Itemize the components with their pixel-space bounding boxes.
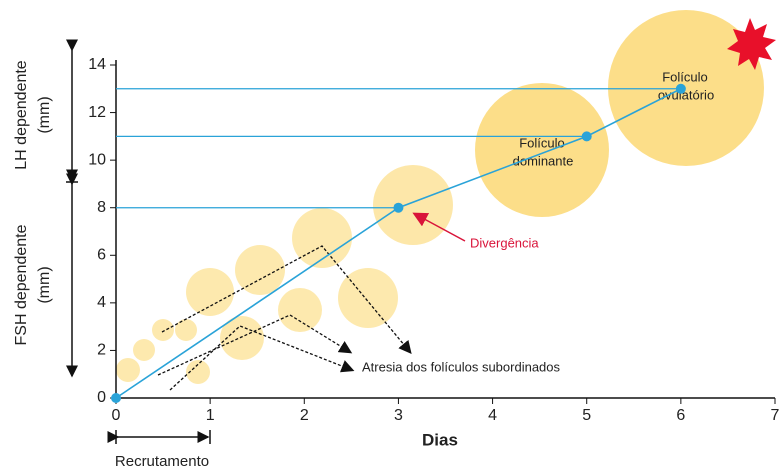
x-tick-label: 3 (394, 407, 403, 424)
x-axis-label: Dias (422, 430, 458, 449)
x-tick-label: 4 (488, 407, 497, 424)
annotation: Folículo (519, 135, 565, 150)
y-tick-label: 4 (97, 294, 106, 311)
y-tick-label: 8 (97, 199, 106, 216)
point (676, 84, 686, 94)
point (393, 203, 403, 213)
y-tick-label: 2 (97, 342, 106, 359)
x-tick-label: 6 (676, 407, 685, 424)
y-tick-label: 0 (97, 389, 106, 406)
y-tick-label: 12 (88, 104, 106, 121)
y-tick-label: 10 (88, 151, 106, 168)
x-tick-label: 1 (206, 407, 215, 424)
point (111, 393, 121, 403)
chart: Dias LH dependente (mm) FSH dependente (… (0, 0, 779, 470)
annotation: Folículo (662, 69, 708, 84)
y-tick-label: 14 (88, 56, 106, 73)
lh-label: LH dependente (13, 60, 30, 170)
fsh-label: FSH dependente (13, 224, 30, 345)
annotation: Recrutamento (115, 453, 209, 470)
fsh-label: (mm) (36, 266, 53, 303)
x-tick-label: 0 (112, 407, 121, 424)
x-tick-label: 5 (582, 407, 591, 424)
x-tick-label: 2 (300, 407, 309, 424)
point (582, 131, 592, 141)
follicles (116, 10, 764, 384)
annotation: Atresia dos folículos subordinados (362, 359, 561, 374)
y-tick-label: 6 (97, 247, 106, 264)
annotation: ovulatório (658, 87, 714, 102)
x-tick-label: 7 (771, 407, 779, 424)
lh-label: (mm) (36, 96, 53, 133)
annotation: Divergência (470, 235, 539, 250)
